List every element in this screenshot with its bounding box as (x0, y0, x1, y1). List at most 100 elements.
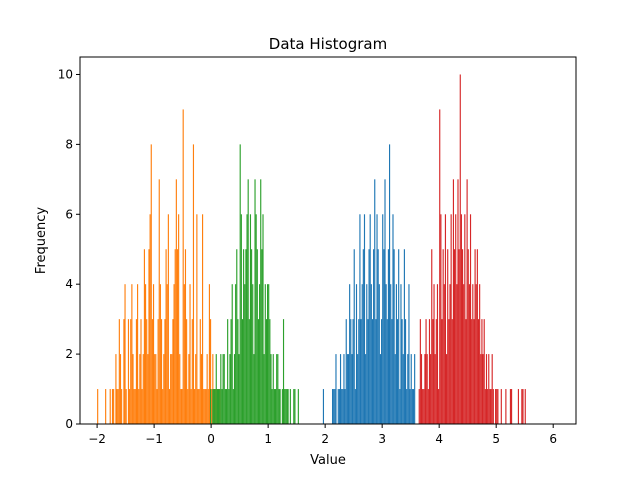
histogram-bar (490, 389, 492, 424)
histogram-bar (391, 319, 393, 424)
histogram-bar (219, 389, 221, 424)
histogram-bar (105, 389, 107, 424)
histogram-bar (138, 389, 140, 424)
histogram-bar (385, 284, 387, 424)
histogram-bar (252, 284, 254, 424)
histogram-bar (165, 249, 167, 424)
histogram-bar (440, 214, 442, 424)
histogram-bar (236, 249, 238, 424)
histogram-bar (239, 144, 241, 424)
histogram-bar (454, 249, 456, 424)
histogram-bar (463, 284, 465, 424)
histogram-bar (289, 389, 291, 424)
x-axis-ticks: −2 −1 0 1 2 3 4 5 6 (88, 424, 557, 446)
histogram-bar (147, 354, 149, 424)
histogram-bar (424, 354, 426, 424)
histogram-bar (449, 284, 451, 424)
histogram-bar (355, 284, 358, 424)
histogram-bar (411, 389, 413, 424)
histogram-bar (221, 389, 223, 424)
histogram-bar (124, 284, 126, 424)
histogram-bar (368, 249, 370, 424)
histogram-bar (194, 389, 196, 424)
histogram-bar (484, 389, 486, 424)
histogram-bar (261, 249, 263, 424)
histogram-bar (357, 354, 359, 424)
histogram-bar (469, 214, 472, 424)
histogram-bar (117, 389, 119, 424)
histogram-bar (448, 319, 450, 424)
histogram-bar (367, 319, 369, 424)
y-tick-label: 0 (65, 417, 73, 431)
histogram-bar (256, 249, 258, 424)
histogram-bar (409, 389, 411, 424)
histogram-bar (281, 389, 283, 424)
x-tick-label: 4 (435, 432, 443, 446)
histogram-bar (166, 284, 168, 424)
y-tick-label: 6 (65, 207, 73, 221)
x-tick-label: 5 (492, 432, 500, 446)
histogram-bar (211, 389, 213, 424)
y-tick-label: 10 (58, 67, 73, 81)
histogram-bar (447, 249, 449, 424)
histogram-bar (418, 389, 420, 424)
histogram-bar (187, 389, 189, 424)
histogram-bar (200, 354, 202, 424)
histogram-bar (125, 389, 127, 424)
histogram-bar (505, 389, 507, 424)
histogram-bar (121, 389, 123, 424)
histogram-bar (141, 389, 143, 424)
y-tick-label: 4 (65, 277, 73, 291)
histogram-bar (207, 389, 209, 424)
histogram-bar (439, 109, 441, 425)
histogram-bar (354, 389, 356, 424)
histogram-bar (406, 389, 408, 424)
histogram-bar (168, 389, 171, 424)
histogram-bar (474, 249, 476, 424)
histogram-bar (425, 319, 427, 424)
histogram-bar (343, 354, 345, 424)
histogram-bar (195, 354, 197, 424)
histogram-bar (254, 179, 256, 424)
histogram-bar (465, 319, 467, 424)
histogram-bar (248, 319, 250, 424)
histogram-bar (383, 249, 385, 424)
x-tick-label: 6 (549, 432, 557, 446)
histogram-bar (420, 354, 423, 424)
histogram-bar (270, 354, 272, 424)
histogram-bar (468, 284, 470, 424)
histogram-bar (130, 319, 132, 424)
histogram-bar (115, 354, 117, 424)
histogram-bar (479, 284, 481, 424)
histogram-bar (345, 319, 347, 424)
histogram-bar (237, 319, 239, 424)
histogram-bar (225, 389, 228, 424)
histogram-bar (517, 389, 519, 424)
y-tick-label: 8 (65, 137, 73, 151)
histogram-bar (156, 389, 158, 424)
histogram-bar (322, 389, 325, 424)
histogram-bar (158, 179, 160, 424)
histogram-bar (235, 284, 237, 424)
histogram-bar (119, 354, 122, 424)
histogram-bar (500, 389, 502, 424)
histogram-bar (342, 389, 344, 424)
histogram-bar (410, 354, 412, 424)
histogram-bar (337, 389, 339, 424)
histogram-bar (175, 179, 177, 424)
histogram-bar (157, 319, 159, 424)
histogram-bar (471, 319, 473, 424)
histogram-bar (488, 354, 490, 424)
histogram-bar (182, 109, 184, 425)
histogram-bar (521, 389, 523, 424)
histogram-bar (176, 249, 179, 424)
histogram-bar (199, 319, 201, 424)
histogram-bar (461, 249, 464, 424)
histogram-bar (197, 389, 199, 424)
histogram-bar (273, 389, 275, 424)
histogram-bar (148, 249, 150, 424)
histogram-bar (263, 354, 265, 424)
histogram-bar (170, 354, 172, 424)
histogram-bar (338, 389, 340, 424)
histogram-bar (208, 284, 210, 424)
